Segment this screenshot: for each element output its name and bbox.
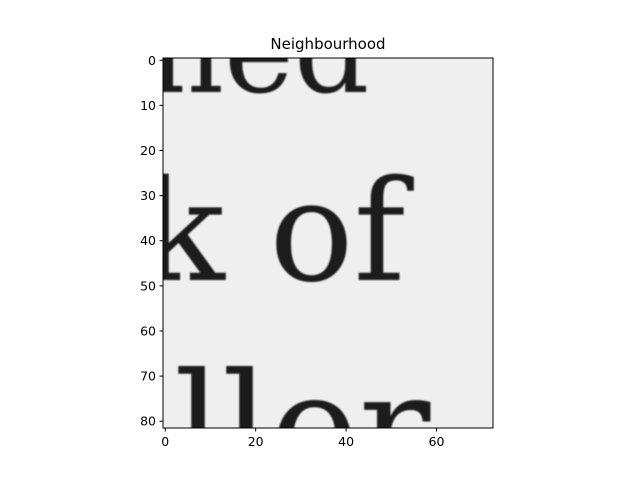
y-axis: 0 10 20 30 40 50 60 70 80 bbox=[140, 53, 163, 429]
axes-frame bbox=[162, 57, 494, 429]
y-tick-label: 30 bbox=[140, 188, 156, 203]
image-text-bottom: ller bbox=[174, 342, 431, 480]
x-tick-label: 40 bbox=[338, 434, 354, 449]
y-tick-label: 20 bbox=[140, 143, 156, 158]
image-text-middle: k of bbox=[140, 151, 415, 314]
image-plot: ned k of ller bbox=[140, 0, 493, 480]
x-tick-label: 0 bbox=[161, 434, 169, 449]
y-tick-label: 80 bbox=[140, 414, 156, 429]
y-tick-label: 10 bbox=[140, 98, 156, 113]
chart-title: Neighbourhood bbox=[270, 35, 385, 53]
x-tick-label: 20 bbox=[248, 434, 264, 449]
y-tick-label: 40 bbox=[140, 233, 156, 248]
x-tick-label: 60 bbox=[429, 434, 445, 449]
y-tick-label: 0 bbox=[148, 53, 156, 68]
y-tick-label: 50 bbox=[140, 278, 156, 293]
image-background bbox=[163, 58, 493, 428]
x-axis: 0 20 40 60 bbox=[161, 428, 444, 449]
y-tick-label: 60 bbox=[140, 323, 156, 338]
y-tick-label: 70 bbox=[140, 369, 156, 384]
image-text-top: ned bbox=[148, 0, 369, 120]
